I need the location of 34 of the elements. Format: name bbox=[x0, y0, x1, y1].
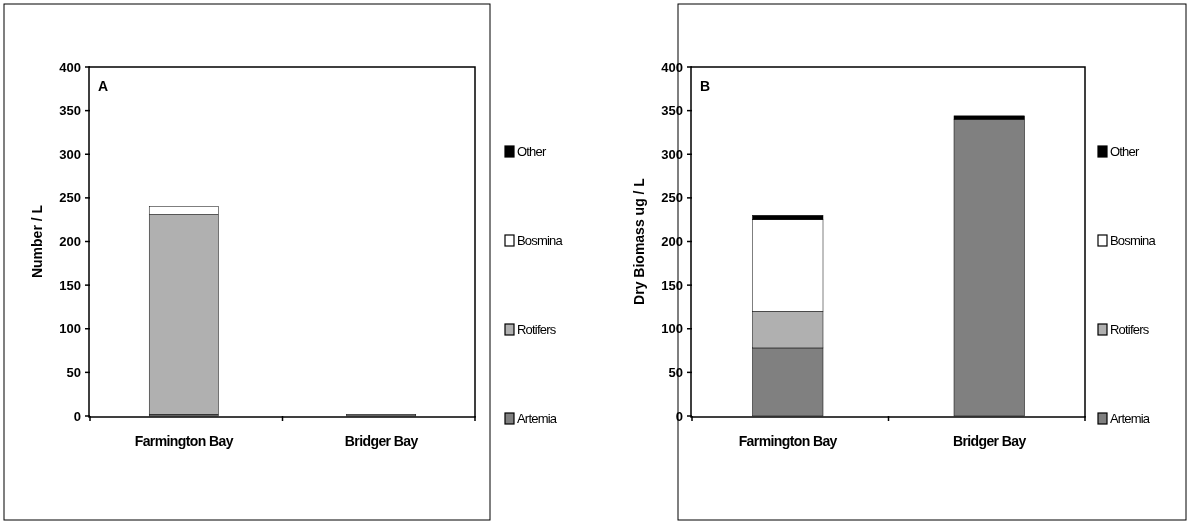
y-axis-title: Number / L bbox=[29, 204, 45, 279]
y-tick-label: 300 bbox=[661, 146, 683, 162]
text: B bbox=[700, 78, 711, 94]
y-tick-label: 50 bbox=[668, 364, 683, 380]
y-tick-label: 0 bbox=[675, 408, 683, 424]
y-axis-title: Dry Biomass ug / L bbox=[631, 177, 647, 305]
y-tick-label: 100 bbox=[59, 321, 81, 337]
legend-label: Rotifers bbox=[1110, 321, 1150, 337]
legend-label: Other bbox=[517, 143, 547, 159]
x-tick-label: Farmington Bay bbox=[738, 433, 838, 449]
y-tick-label: 300 bbox=[59, 146, 81, 162]
y-tick-label: 250 bbox=[661, 190, 683, 206]
y-tick-label: 200 bbox=[661, 234, 683, 250]
y-tick-label: 0 bbox=[73, 408, 81, 424]
y-tick-label: 400 bbox=[661, 59, 683, 75]
y-tick-label: 100 bbox=[661, 321, 683, 337]
x-tick-label: Bridger Bay bbox=[952, 433, 1027, 449]
y-tick-label: 200 bbox=[59, 234, 81, 250]
y-tick-label: 150 bbox=[59, 277, 81, 293]
y-tick-label: 350 bbox=[59, 103, 81, 119]
legend-label: Artemia bbox=[1110, 410, 1151, 426]
legend-label: Rotifers bbox=[517, 321, 557, 337]
x-tick-label: Farmington Bay bbox=[134, 433, 234, 449]
y-tick-label: 250 bbox=[59, 190, 81, 206]
x-tick-label: Bridger Bay bbox=[344, 433, 419, 449]
legend-label: Other bbox=[1110, 143, 1140, 159]
legend-label: Bosmina bbox=[1110, 232, 1157, 248]
legend-label: Bosmina bbox=[517, 232, 564, 248]
legend-label: Artemia bbox=[517, 410, 558, 426]
text: A bbox=[98, 78, 109, 94]
y-tick-label: 400 bbox=[59, 59, 81, 75]
y-tick-label: 150 bbox=[661, 277, 683, 293]
y-tick-label: 50 bbox=[66, 364, 81, 380]
y-tick-label: 350 bbox=[661, 103, 683, 119]
